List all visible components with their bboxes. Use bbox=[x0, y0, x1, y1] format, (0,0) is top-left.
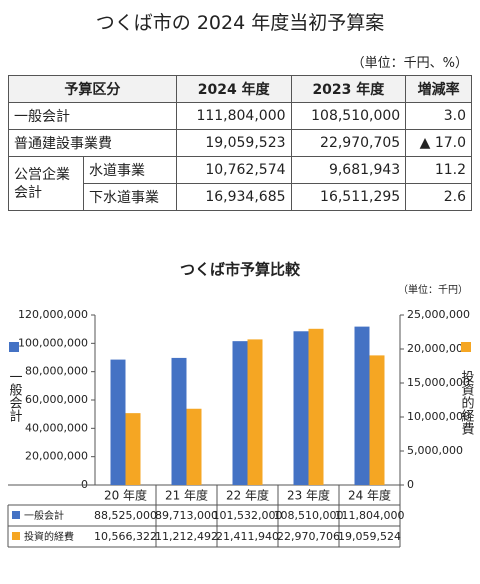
cell: 普通建設事業費 bbox=[8, 129, 177, 157]
value-label: 22,970,706 bbox=[277, 530, 340, 543]
bar bbox=[232, 341, 248, 485]
bar bbox=[354, 326, 370, 485]
chart-title: つくば市予算比較 bbox=[180, 261, 301, 279]
table-header: 予算区分 2024 年度 2023 年度 増減率 bbox=[8, 75, 472, 103]
legend-swatch bbox=[12, 511, 20, 519]
value-label: 88,525,000 bbox=[94, 509, 157, 522]
unit-note: （単位：千円、%） bbox=[351, 56, 468, 71]
y2-tick-label: 15,000,000 bbox=[407, 376, 470, 389]
cell: 10,762,574 bbox=[175, 156, 292, 184]
x-tick-label: 23 年度 bbox=[287, 488, 330, 503]
y-tick-label: 20,000,000 bbox=[25, 450, 88, 463]
cell: 11.2 bbox=[405, 156, 472, 184]
legend-swatch bbox=[9, 342, 19, 352]
value-label: 101,532,000 bbox=[213, 509, 283, 522]
cell: 19,059,523 bbox=[175, 129, 292, 157]
cell: ▲ 17.0 bbox=[405, 129, 472, 157]
bar bbox=[110, 359, 126, 485]
table-row: 下水道事業 16,934,685 16,511,295 2.6 bbox=[9, 183, 472, 211]
bar bbox=[186, 408, 202, 485]
value-label: 21,411,940 bbox=[216, 530, 279, 543]
bar bbox=[308, 328, 324, 485]
x-tick-label: 22 年度 bbox=[226, 488, 269, 503]
x-tick-label: 20 年度 bbox=[104, 488, 147, 503]
y-tick-label: 80,000,000 bbox=[25, 365, 88, 378]
cell: 22,970,705 bbox=[290, 129, 407, 157]
value-label: 10,566,322 bbox=[94, 530, 157, 543]
y-tick-label: 120,000,000 bbox=[18, 308, 88, 321]
bar bbox=[293, 331, 309, 485]
cell: 下水道事業 bbox=[83, 183, 177, 211]
cell: 9,681,943 bbox=[290, 156, 407, 184]
y2-tick-label: 25,000,000 bbox=[407, 308, 470, 321]
legend-label: 一般会計 bbox=[24, 509, 64, 522]
unit-note: （単位：千円） bbox=[398, 283, 468, 296]
legend-label: 投資的経費 bbox=[24, 530, 74, 543]
header-cell: 2023 年度 bbox=[290, 75, 407, 103]
y2-tick-label: 5,000,000 bbox=[407, 444, 463, 457]
y2-tick-label: 10,000,000 bbox=[407, 410, 470, 423]
value-label: 11,212,492 bbox=[155, 530, 218, 543]
bar bbox=[369, 355, 385, 485]
x-tick-label: 24 年度 bbox=[348, 488, 391, 503]
chart: つくば市予算比較 （単位：千円） 一般会計 投資的経費 0 20,000,000 4… bbox=[7, 261, 475, 548]
legend-swatch bbox=[12, 532, 20, 540]
header-cell: 増減率 bbox=[405, 75, 472, 103]
cell: 一般会計 bbox=[8, 102, 177, 130]
cell: 16,934,685 bbox=[175, 183, 292, 211]
table-row: 普通建設事業費 19,059,523 22,970,705 ▲ 17.0 bbox=[8, 129, 472, 157]
bar bbox=[171, 357, 187, 485]
cell: 111,804,000 bbox=[175, 102, 292, 130]
value-label: 19,059,524 bbox=[338, 530, 401, 543]
y2-tick-label: 0 bbox=[407, 478, 414, 491]
value-label: 89,713,000 bbox=[155, 509, 218, 522]
cell: 16,511,295 bbox=[290, 183, 407, 211]
bar bbox=[125, 413, 141, 485]
table-row: 一般会計 111,804,000 108,510,000 3.0 bbox=[8, 102, 472, 130]
x-tick-label: 21 年度 bbox=[165, 488, 208, 503]
y2-tick-label: 20,000,000 bbox=[407, 342, 470, 355]
y-axis-label: 一般会計 bbox=[7, 370, 23, 422]
cell: 108,510,000 bbox=[290, 102, 407, 130]
header-cell: 2024 年度 bbox=[175, 75, 292, 103]
header-cell: 予算区分 bbox=[8, 75, 177, 103]
cell: 2.6 bbox=[405, 183, 472, 211]
value-label: 111,804,000 bbox=[335, 509, 405, 522]
legend-swatch bbox=[461, 342, 471, 352]
group-cell: 公営企業会計 bbox=[8, 156, 84, 211]
budget-summary: つくば市の 2024 年度当初予算案 （単位：千円、%） 予算区分 2024 年… bbox=[0, 0, 480, 230]
budget-table: 予算区分 2024 年度 2023 年度 増減率 一般会計 111,804,00… bbox=[8, 75, 472, 211]
bar bbox=[247, 339, 263, 485]
cell: 3.0 bbox=[405, 102, 472, 130]
y-tick-label: 40,000,000 bbox=[25, 421, 88, 434]
value-label: 108,510,000 bbox=[274, 509, 344, 522]
page-title: つくば市の 2024 年度当初予算案 bbox=[95, 12, 385, 34]
y2-axis-label: 投資的経費 bbox=[459, 369, 475, 435]
y-tick-label: 60,000,000 bbox=[25, 393, 88, 406]
table-row: 公営企業会計 水道事業 10,762,574 9,681,943 11.2 bbox=[8, 156, 472, 211]
cell: 水道事業 bbox=[83, 156, 177, 184]
y-tick-label: 100,000,000 bbox=[18, 336, 88, 349]
